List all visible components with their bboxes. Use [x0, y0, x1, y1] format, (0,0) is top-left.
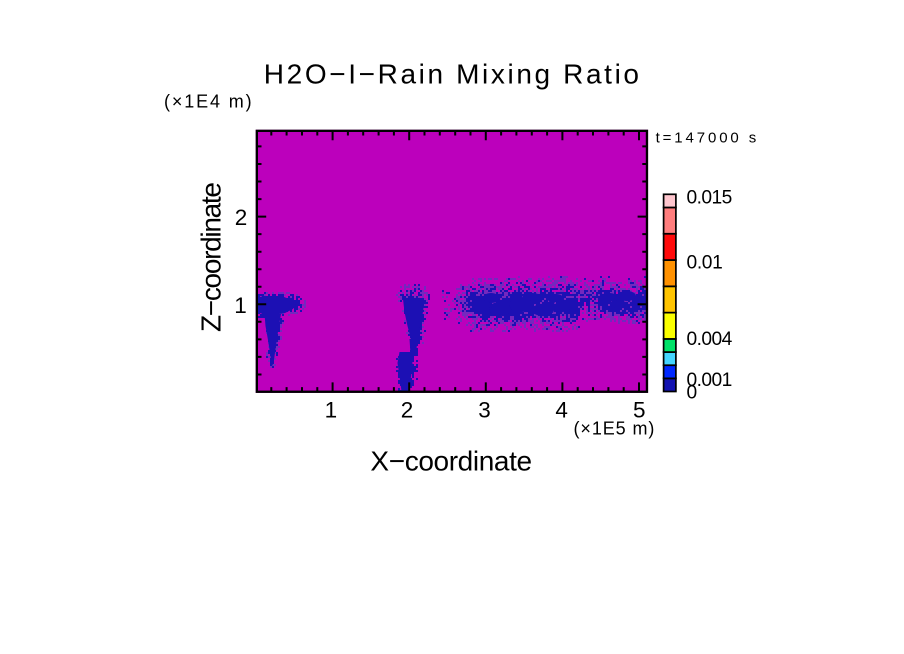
- svg-text:0.015: 0.015: [687, 187, 733, 208]
- svg-text:0: 0: [687, 383, 698, 404]
- svg-text:H2O−I−Rain Mixing Ratio: H2O−I−Rain Mixing Ratio: [264, 58, 639, 89]
- svg-text:3: 3: [478, 397, 491, 422]
- svg-text:2: 2: [235, 205, 248, 230]
- svg-text:0.001: 0.001: [687, 370, 733, 391]
- svg-text:Z−coordinate: Z−coordinate: [195, 182, 226, 332]
- svg-text:X−coordinate: X−coordinate: [370, 445, 532, 476]
- svg-text:0.004: 0.004: [687, 329, 733, 350]
- svg-text:1: 1: [325, 397, 338, 422]
- svg-text:4: 4: [555, 397, 568, 422]
- svg-text:(×1E5 m): (×1E5 m): [574, 419, 655, 439]
- svg-text:2: 2: [401, 397, 414, 422]
- svg-text:1: 1: [234, 293, 247, 318]
- svg-text:5: 5: [633, 397, 646, 422]
- svg-text:(×1E4 m): (×1E4 m): [164, 92, 252, 112]
- svg-text:0.01: 0.01: [687, 253, 723, 274]
